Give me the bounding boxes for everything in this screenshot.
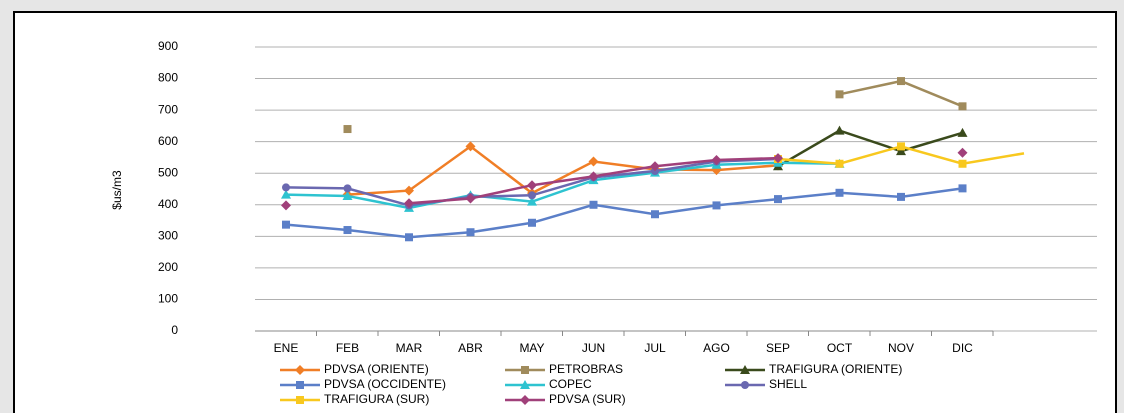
y-tick-label: 600 [158, 134, 178, 148]
legend-marker [296, 396, 304, 404]
series-line [347, 144, 779, 196]
point-marker [528, 218, 536, 227]
y-tick-label: 800 [158, 71, 178, 85]
x-tick-label: FEB [336, 341, 359, 355]
x-tick-label: NOV [888, 341, 914, 355]
point-marker [466, 228, 475, 237]
legend-label: COPEC [549, 377, 592, 391]
point-marker [835, 159, 844, 168]
x-tick-label: JUL [644, 341, 666, 355]
legend-marker [740, 365, 750, 374]
point-marker [527, 180, 537, 191]
point-marker [896, 146, 906, 156]
point-marker [343, 125, 352, 134]
point-marker [712, 201, 721, 210]
y-tick-label: 300 [158, 229, 178, 243]
legend-marker [521, 366, 529, 374]
point-marker [404, 185, 414, 196]
point-marker [343, 226, 352, 235]
x-tick-label: AGO [703, 341, 730, 355]
legend-label: SHELL [769, 377, 807, 391]
y-tick-label: 200 [158, 260, 178, 274]
point-marker [834, 125, 845, 135]
x-tick-label: MAY [519, 341, 544, 355]
point-marker [589, 200, 598, 209]
legend-label: PETROBRAS [549, 362, 623, 376]
point-marker [465, 193, 476, 204]
series-line [777, 129, 963, 168]
point-marker [281, 200, 291, 211]
point-marker [958, 184, 967, 193]
legend-marker [741, 381, 749, 389]
legend-label: PDVSA (OCCIDENTE) [324, 377, 446, 391]
x-tick-label: SEP [766, 341, 790, 355]
point-marker [527, 196, 537, 206]
point-marker [897, 77, 905, 86]
point-marker [957, 147, 968, 158]
point-marker [958, 159, 967, 168]
point-marker [957, 127, 968, 137]
y-tick-label: 400 [158, 197, 178, 211]
point-marker [774, 195, 782, 204]
point-marker [650, 161, 660, 172]
point-marker [897, 142, 905, 151]
x-tick-label: JUN [582, 341, 605, 355]
point-marker [404, 198, 414, 209]
point-marker [343, 184, 352, 193]
x-tick-label: ABR [458, 341, 483, 355]
legend-label: TRAFIGURA (ORIENTE) [769, 362, 902, 376]
point-marker [651, 210, 659, 219]
y-tick-label: 700 [158, 102, 178, 116]
legend-marker [520, 380, 530, 389]
point-marker [835, 90, 844, 99]
point-marker [958, 102, 967, 111]
point-marker [711, 154, 722, 165]
series-line [285, 187, 963, 239]
series-line [285, 161, 840, 210]
x-tick-label: ENE [274, 341, 299, 355]
x-tick-label: MAR [396, 341, 423, 355]
x-tick-label: DIC [952, 341, 973, 355]
y-tick-label: 0 [171, 323, 178, 337]
point-marker [405, 233, 413, 242]
x-tick-label: OCT [827, 341, 853, 355]
legend-label: PDVSA (ORIENTE) [324, 362, 429, 376]
y-tick-label: 500 [158, 165, 178, 179]
y-axis-label: $us/m3 [110, 170, 124, 210]
legend-marker [295, 365, 305, 375]
point-marker [281, 189, 291, 199]
point-marker [282, 220, 290, 229]
point-marker [342, 190, 353, 200]
y-tick-label: 100 [158, 292, 178, 306]
legend-marker [296, 381, 304, 389]
point-marker [897, 192, 905, 201]
legend-label: TRAFIGURA (SUR) [324, 392, 429, 406]
point-marker [835, 188, 844, 197]
point-marker [588, 171, 599, 182]
legend-label: PDVSA (SUR) [549, 392, 626, 406]
point-marker [282, 183, 290, 192]
legend-marker [520, 395, 530, 405]
point-marker [465, 141, 476, 152]
point-marker [528, 191, 536, 200]
y-tick-label: 900 [158, 39, 178, 53]
point-marker [588, 156, 599, 167]
point-marker [773, 153, 783, 164]
